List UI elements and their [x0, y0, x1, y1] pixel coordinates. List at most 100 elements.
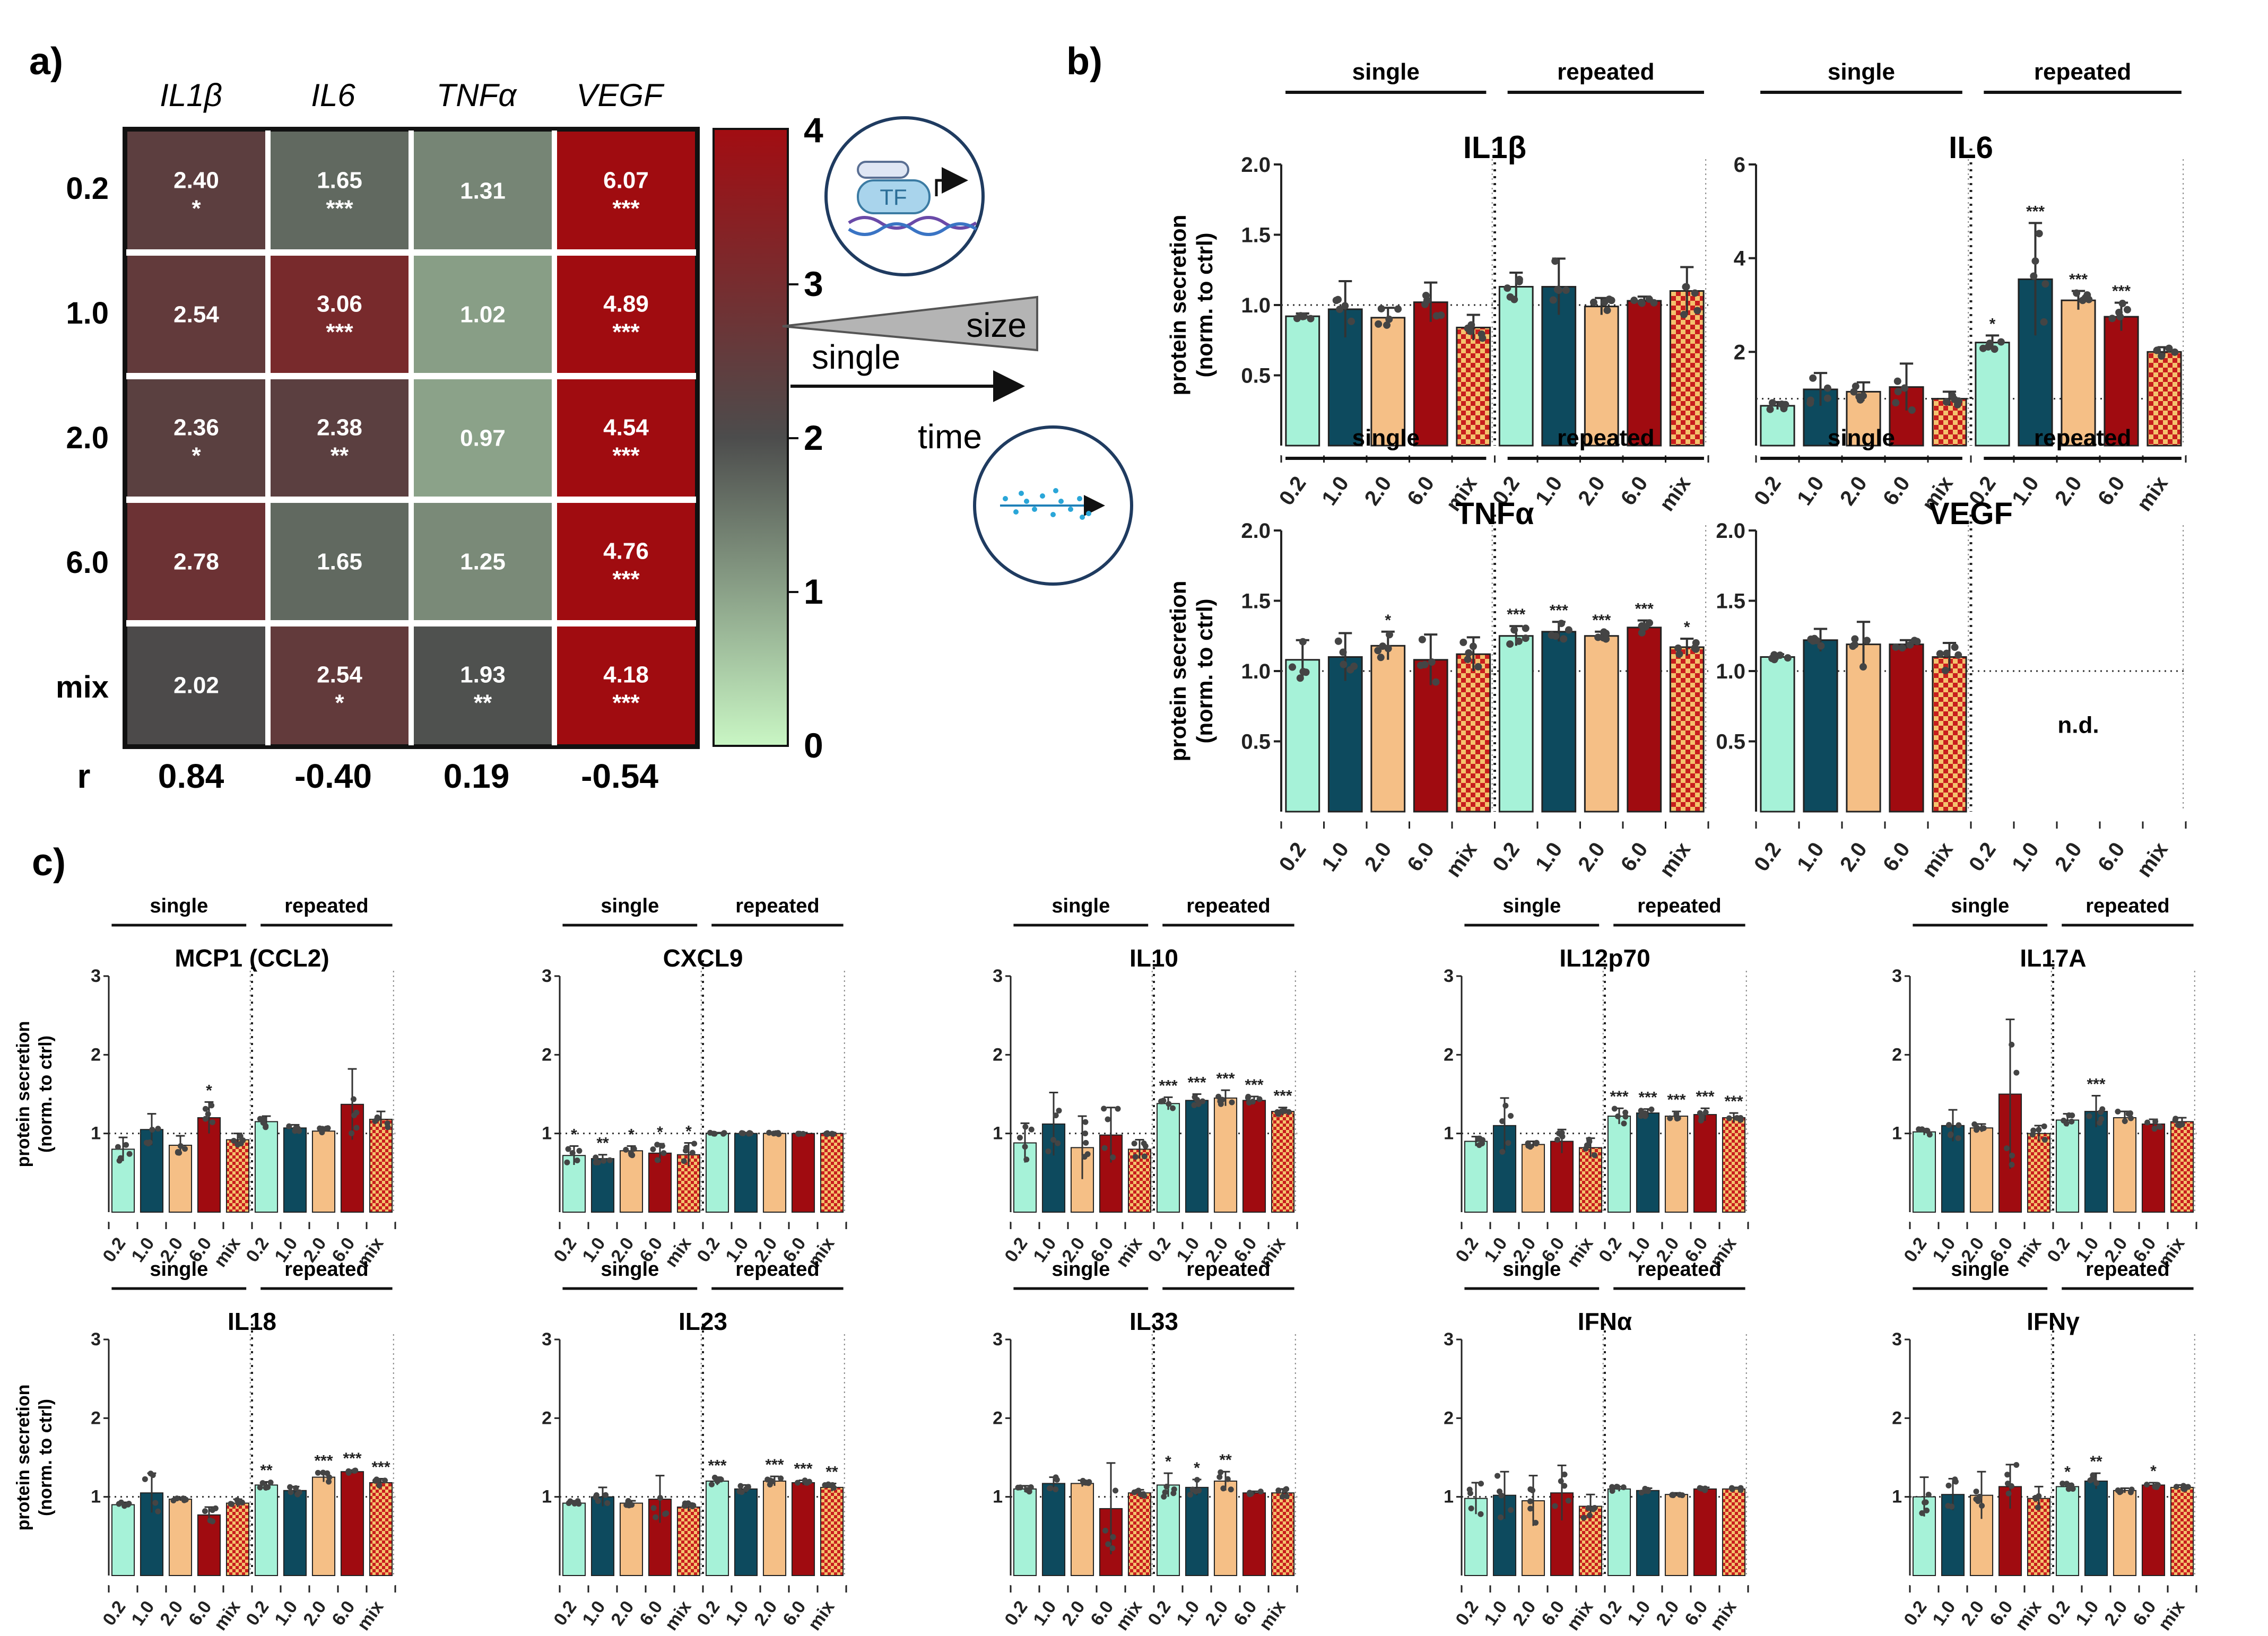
data-point: [1083, 1139, 1089, 1146]
x-tick-label: 1.0: [722, 1597, 752, 1630]
x-tick-label: 0.2: [99, 1597, 129, 1630]
data-point: [2115, 1487, 2121, 1493]
y-tick-label: 3: [542, 1329, 552, 1350]
group-label: single: [150, 1258, 208, 1281]
heatmap-cell: [127, 255, 265, 373]
particle-dot: [1058, 499, 1064, 504]
data-point: [1991, 345, 1998, 353]
data-point: [1667, 1115, 1673, 1121]
data-point: [576, 1501, 582, 1507]
y-tick-label: 1.0: [1241, 660, 1271, 683]
data-point: [117, 1155, 124, 1161]
data-point: [681, 1158, 687, 1164]
bar: [1271, 1492, 1295, 1576]
data-point: [1022, 1144, 1028, 1150]
data-point: [1053, 1486, 1059, 1492]
data-point: [1218, 1101, 1224, 1107]
data-point: [1674, 1116, 1680, 1122]
data-point: [629, 1502, 635, 1508]
released-particles-icon: [1003, 488, 1091, 520]
bar: [1127, 1492, 1152, 1576]
data-point: [1110, 1154, 1116, 1161]
data-point: [1952, 1476, 1958, 1483]
data-point: [2153, 346, 2161, 354]
data-point: [738, 1489, 745, 1495]
x-tick-label: 2.0: [2050, 838, 2087, 876]
data-point: [2035, 1504, 2041, 1511]
data-point: [324, 1470, 331, 1476]
data-point: [663, 1510, 670, 1517]
chart-title: VEGF: [1929, 497, 2013, 531]
data-point: [650, 1146, 656, 1152]
bar: [820, 1133, 844, 1213]
data-point: [1384, 645, 1392, 652]
bar: [1912, 1131, 1936, 1213]
data-point: [1510, 295, 1518, 303]
data-point: [708, 1481, 715, 1487]
data-point: [565, 1146, 571, 1152]
data-point: [1560, 635, 1568, 643]
heatmap-col-label: VEGF: [576, 77, 665, 113]
data-point: [593, 1154, 599, 1161]
heatmap-r-value: -0.54: [581, 757, 658, 795]
size-label: size: [966, 306, 1027, 344]
group-label: single: [1828, 59, 1895, 85]
data-point: [1522, 634, 1530, 642]
data-point: [1925, 1491, 1932, 1498]
data-point: [1986, 340, 1994, 347]
data-point: [2029, 1132, 2036, 1138]
data-point: [1023, 1156, 1030, 1163]
data-point: [1673, 1110, 1680, 1117]
data-point: [2041, 280, 2049, 288]
x-tick-label: mix: [210, 1597, 245, 1634]
x-tick-label: 0.2: [693, 1597, 724, 1630]
data-point: [1161, 1493, 1167, 1500]
data-point: [1191, 1102, 1197, 1108]
data-point: [1949, 391, 1957, 399]
y-tick-label: 3: [993, 1329, 1003, 1350]
significance-marker: ***: [2026, 203, 2045, 220]
group-label: single: [601, 895, 659, 917]
x-tick-label: 6.0: [2093, 838, 2130, 876]
data-point: [345, 1468, 352, 1474]
data-point: [121, 1503, 127, 1509]
bar: [1969, 1127, 1994, 1213]
colorbar-tick: 0: [804, 726, 823, 765]
data-point: [593, 1492, 599, 1499]
data-point: [1908, 406, 1916, 414]
heatmap-cell: [557, 255, 695, 373]
data-point: [1892, 399, 1900, 407]
x-tick-label: 2.0: [1574, 472, 1610, 510]
y-tick-label: 3: [1444, 1329, 1454, 1350]
data-point: [743, 1486, 749, 1492]
data-point: [1289, 663, 1297, 671]
bar: [1541, 631, 1577, 813]
data-point: [1385, 315, 1393, 323]
significance-marker: ***: [1245, 1076, 1263, 1094]
significance-marker: ***: [1550, 602, 1568, 619]
data-point: [595, 1498, 601, 1504]
data-point: [1110, 1534, 1116, 1540]
bar: [1627, 300, 1662, 447]
x-tick-label: 6.0: [1681, 1597, 1711, 1630]
data-point: [1024, 1487, 1030, 1493]
data-point: [1228, 1486, 1234, 1493]
y-tick-label: 2.0: [1241, 153, 1271, 177]
data-point: [237, 1133, 244, 1139]
y-tick-label: 3: [91, 1329, 101, 1350]
significance-marker: ***: [1667, 1091, 1685, 1109]
data-point: [1050, 1137, 1057, 1143]
data-point: [1115, 1106, 1121, 1112]
significance-marker: *: [1684, 619, 1690, 636]
data-point: [1467, 321, 1475, 329]
data-point: [824, 1131, 830, 1137]
x-tick-label: 1.0: [1793, 838, 1829, 876]
data-point: [1583, 1145, 1589, 1152]
bar: [197, 1117, 221, 1213]
data-point: [1565, 1498, 1571, 1504]
x-tick-label: mix: [210, 1234, 245, 1271]
heatmap-cell-value: 0.97: [460, 425, 506, 451]
data-point: [2122, 1118, 2128, 1124]
